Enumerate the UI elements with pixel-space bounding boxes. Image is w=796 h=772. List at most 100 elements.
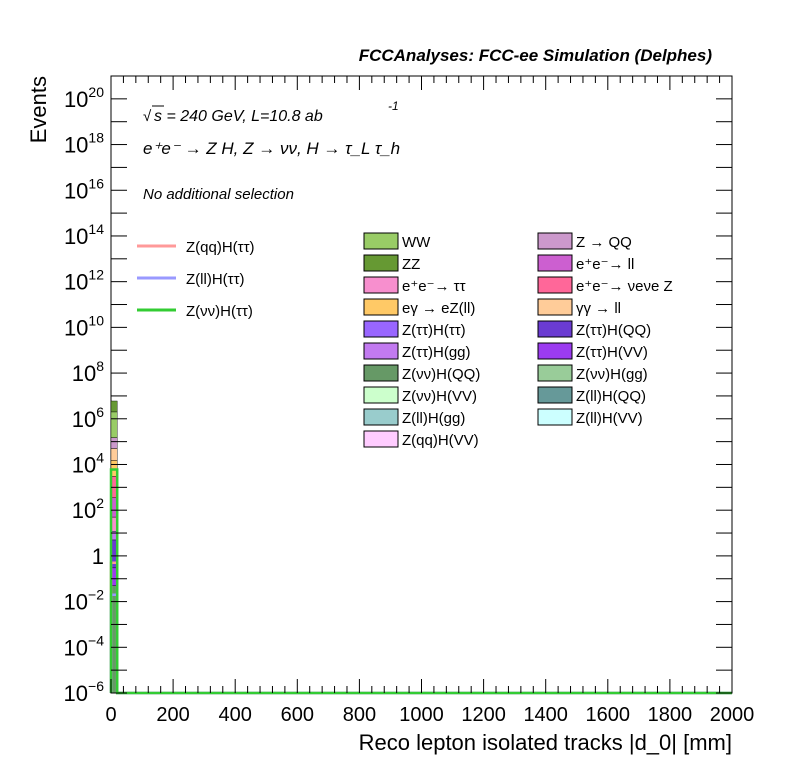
x-tick-label-3: 600 bbox=[281, 704, 314, 726]
signal-line-0 bbox=[109, 561, 732, 695]
y-tick-label-0: 10−6 bbox=[64, 678, 105, 706]
legend-box-label-7: γγ → ll bbox=[576, 300, 621, 317]
x-tick-label-2: 400 bbox=[219, 704, 252, 726]
bar-segment-11 bbox=[110, 400, 118, 413]
x-tick-label-8: 1600 bbox=[586, 704, 631, 726]
legend-box-label-6: eγ → eZ(ll) bbox=[402, 300, 475, 317]
legend-box-label-15: Z(ll)H(QQ) bbox=[576, 388, 646, 405]
legend-box-label-14: Z(νν)H(VV) bbox=[402, 388, 477, 405]
y-tick-exponent: −6 bbox=[88, 678, 104, 694]
y-tick-exponent: 20 bbox=[88, 84, 104, 100]
signal-line-1 bbox=[109, 593, 732, 695]
y-axis-title: Events bbox=[26, 76, 51, 143]
y-tick-label-1: 10−4 bbox=[64, 632, 105, 660]
legend-box-swatch-4 bbox=[363, 276, 399, 294]
y-tick-label-3: 1 bbox=[92, 544, 104, 569]
y-tick-base: 10 bbox=[72, 361, 96, 386]
legend-box-label-13: Z(νν)H(gg) bbox=[576, 366, 648, 383]
legend-box-swatch-16 bbox=[363, 408, 399, 426]
x-tick-label-9: 1800 bbox=[648, 704, 693, 726]
energy-annotation: √ s = 240 GeV, L=10.8 ab -1 bbox=[143, 99, 399, 125]
legend-box-swatch-17 bbox=[537, 408, 573, 426]
y-tick-base: 10 bbox=[64, 224, 88, 249]
legend-box-label-0: WW bbox=[402, 234, 431, 251]
y-tick-exponent: 6 bbox=[96, 404, 104, 420]
y-tick-exponent: 10 bbox=[88, 312, 104, 328]
y-tick-base: 10 bbox=[72, 407, 96, 432]
y-tick-base: 10 bbox=[64, 133, 88, 158]
y-tick-base: 10 bbox=[64, 315, 88, 340]
y-tick-exponent: 18 bbox=[88, 130, 104, 146]
legend-box-swatch-15 bbox=[537, 386, 573, 404]
legend-box-swatch-0 bbox=[363, 232, 399, 250]
legend-box-label-2: ZZ bbox=[402, 256, 420, 273]
legend-box-label-8: Z(ττ)H(ττ) bbox=[402, 322, 466, 339]
y-tick-label-2: 10−2 bbox=[64, 587, 105, 615]
legend-line-label-2: Z(νν)H(ττ) bbox=[186, 303, 253, 320]
y-tick-base: 10 bbox=[64, 87, 88, 112]
y-tick-base: 10 bbox=[72, 452, 96, 477]
legend-box-swatch-12 bbox=[363, 364, 399, 382]
energy-text: s = 240 GeV, L=10.8 ab bbox=[154, 108, 323, 125]
y-tick-exponent: 4 bbox=[96, 449, 104, 465]
x-tick-label-7: 1400 bbox=[523, 704, 568, 726]
legend-box-label-4: e⁺e⁻→ ττ bbox=[402, 278, 466, 295]
x-tick-label-5: 1000 bbox=[399, 704, 444, 726]
legend-box-label-3: e⁺e⁻→ ll bbox=[576, 256, 634, 273]
legend-box-label-10: Z(ττ)H(gg) bbox=[402, 344, 471, 361]
y-tick-label-12: 1018 bbox=[64, 130, 104, 158]
y-tick-base: 10 bbox=[64, 590, 88, 615]
legend-box-swatch-2 bbox=[363, 254, 399, 272]
y-tick-exponent: 14 bbox=[88, 221, 104, 237]
legend-box-swatch-10 bbox=[363, 342, 399, 360]
legend-box-swatch-14 bbox=[363, 386, 399, 404]
y-tick-label-13: 1020 bbox=[64, 84, 104, 112]
y-tick-exponent: 2 bbox=[96, 495, 104, 511]
plot-title: FCCAnalyses: FCC-ee Simulation (Delphes) bbox=[359, 46, 713, 65]
plot-frame bbox=[110, 75, 733, 694]
y-tick-exponent: 12 bbox=[88, 267, 104, 283]
sqrt-sign: √ bbox=[143, 108, 152, 125]
x-tick-label-4: 800 bbox=[343, 704, 376, 726]
y-tick-label-9: 1012 bbox=[64, 267, 104, 295]
y-tick-exponent: −2 bbox=[88, 587, 104, 603]
y-tick-label-7: 108 bbox=[72, 358, 104, 386]
legend-box-label-18: Z(qq)H(VV) bbox=[402, 432, 479, 449]
bar-segment-8 bbox=[110, 448, 118, 461]
legend-line-label-1: Z(ll)H(ττ) bbox=[186, 271, 245, 288]
legend-line-label-0: Z(qq)H(ττ) bbox=[186, 239, 255, 256]
bar-segment-10 bbox=[110, 411, 118, 438]
legend-box-label-1: Z → QQ bbox=[576, 234, 632, 251]
y-tick-base: 10 bbox=[72, 498, 96, 523]
legend-box-label-16: Z(ll)H(gg) bbox=[402, 410, 465, 427]
y-tick-label-11: 1016 bbox=[64, 175, 104, 203]
y-tick-base: 10 bbox=[64, 635, 88, 660]
process-annotation: e⁺e⁻ → Z H, Z → νν, H → τ_L τ_h bbox=[143, 139, 400, 158]
y-tick-exponent: 8 bbox=[96, 358, 104, 374]
x-tick-label-6: 1200 bbox=[461, 704, 506, 726]
x-axis-title: Reco lepton isolated tracks |d_0| [mm] bbox=[359, 730, 732, 755]
y-tick-label-8: 1010 bbox=[64, 312, 104, 340]
legend-box-swatch-1 bbox=[537, 232, 573, 250]
legend-box-label-11: Z(ττ)H(VV) bbox=[576, 344, 648, 361]
bar-segment-9 bbox=[110, 437, 118, 449]
legend-box-swatch-9 bbox=[537, 320, 573, 338]
x-tick-label-0: 0 bbox=[105, 704, 116, 726]
legend-box-swatch-8 bbox=[363, 320, 399, 338]
legend-box-swatch-5 bbox=[537, 276, 573, 294]
legend-box-label-17: Z(ll)H(VV) bbox=[576, 410, 643, 427]
y-tick-base: 1 bbox=[92, 544, 104, 569]
y-tick-label-4: 102 bbox=[72, 495, 104, 523]
y-tick-label-5: 104 bbox=[72, 449, 104, 477]
selection-annotation: No additional selection bbox=[143, 186, 294, 203]
signal-line-2 bbox=[109, 468, 732, 695]
legend-box-label-9: Z(ττ)H(QQ) bbox=[576, 322, 651, 339]
y-tick-label-10: 1014 bbox=[64, 221, 104, 249]
legend-box-label-5: e⁺e⁻→ νeνe Z bbox=[576, 278, 673, 295]
y-tick-base: 10 bbox=[64, 270, 88, 295]
legend-box-swatch-18 bbox=[363, 430, 399, 448]
legend-box-swatch-3 bbox=[537, 254, 573, 272]
x-tick-label-1: 200 bbox=[156, 704, 189, 726]
legend-box-swatch-6 bbox=[363, 298, 399, 316]
